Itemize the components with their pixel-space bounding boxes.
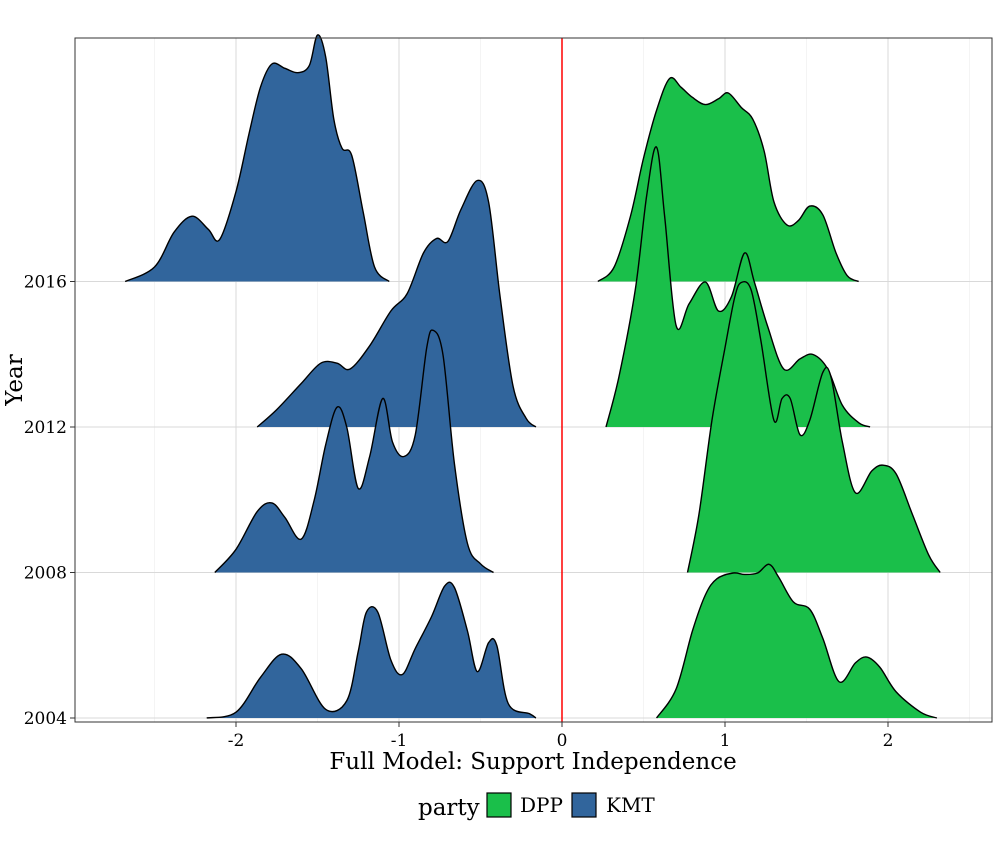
ridge-fill-kmt-2016: [125, 34, 390, 282]
ridge-fill-kmt-2004: [206, 582, 536, 718]
plot-border: [74, 37, 993, 723]
ridge-fill-kmt-2012: [257, 180, 536, 427]
y-tick-label-2012: 2012: [24, 418, 67, 438]
legend-swatch-dpp: [486, 792, 512, 818]
x-axis-title: Full Model: Support Independence: [329, 749, 736, 775]
y-axis-title: Year: [2, 354, 28, 407]
ridge-outline-dpp-2004: [655, 563, 938, 719]
legend: party DPP KMT: [418, 792, 655, 821]
ridge-outline-dpp-2016: [597, 76, 859, 283]
ridge-outline-dpp-2008: [686, 281, 941, 573]
x-tick-label-1: -1: [391, 731, 408, 751]
y-tick-label-2016: 2016: [24, 273, 67, 293]
ridge-fill-dpp-2004: [656, 564, 937, 718]
ridge-fill-kmt-2008: [214, 330, 494, 573]
legend-label-dpp: DPP: [520, 793, 563, 817]
legend-label-kmt: KMT: [606, 793, 655, 817]
ridge-outline-dpp-2012: [605, 146, 871, 428]
ridge-outline-kmt-2004: [206, 581, 537, 719]
ridge-fill-dpp-2008: [687, 281, 941, 573]
ridge-outline-kmt-2008: [214, 329, 494, 574]
ridge-areas: [124, 34, 941, 719]
x-tick-label-3: 1: [720, 731, 731, 751]
x-tick-label-4: 2: [883, 731, 894, 751]
ridge-outline-kmt-2012: [256, 179, 537, 428]
legend-title: party: [418, 795, 480, 821]
ridge-outline-kmt-2016: [124, 34, 390, 283]
x-tick-label-2: 0: [557, 731, 568, 751]
legend-swatch-kmt: [571, 792, 597, 818]
y-tick-label-2004: 2004: [24, 709, 67, 729]
x-tick-label-0: -2: [228, 731, 245, 751]
y-tick-label-2008: 2008: [24, 564, 67, 584]
plot-background: [75, 38, 992, 722]
x-axis-ticks: -2 -1 0 1 2: [228, 722, 894, 751]
y-axis-ticks: 2004 2008 2012 2016: [24, 273, 75, 729]
